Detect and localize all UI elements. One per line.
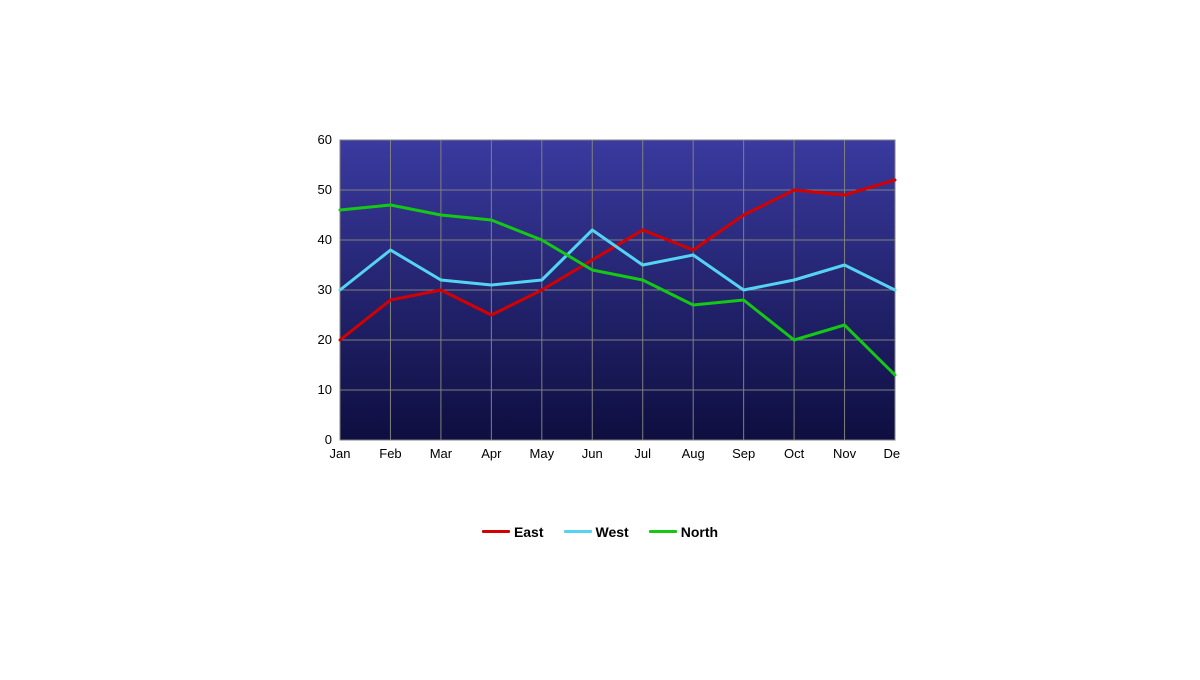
- x-tick-label: Feb: [379, 446, 401, 461]
- chart-svg: 0 10 20 30 40 50 60 Jan Feb Mar Apr May Jun Jul Aug Sep…: [300, 130, 900, 510]
- y-tick-label: 50: [318, 182, 332, 197]
- x-tick-label: Jan: [330, 446, 351, 461]
- x-tick-label: May: [530, 446, 555, 461]
- y-tick-label: 30: [318, 282, 332, 297]
- x-tick-label: Aug: [682, 446, 705, 461]
- legend-swatch: [482, 530, 510, 533]
- legend-item-east: East: [482, 524, 544, 540]
- y-tick-label: 40: [318, 232, 332, 247]
- x-tick-label: Nov: [833, 446, 857, 461]
- legend: East West North: [300, 520, 900, 540]
- x-tick-label: Jul: [634, 446, 651, 461]
- x-tick-label: Apr: [481, 446, 502, 461]
- legend-item-north: North: [649, 524, 718, 540]
- y-tick-label: 10: [318, 382, 332, 397]
- x-tick-label: Sep: [732, 446, 755, 461]
- legend-swatch: [564, 530, 592, 533]
- x-tick-label: Dec: [883, 446, 900, 461]
- x-tick-label: Jun: [582, 446, 603, 461]
- legend-label: West: [596, 524, 629, 540]
- x-tick-label: Oct: [784, 446, 805, 461]
- y-tick-label: 20: [318, 332, 332, 347]
- legend-label: North: [681, 524, 718, 540]
- y-tick-label: 0: [325, 432, 332, 447]
- y-tick-label: 60: [318, 132, 332, 147]
- legend-swatch: [649, 530, 677, 533]
- line-chart: 0 10 20 30 40 50 60 Jan Feb Mar Apr May Jun Jul Aug Sep…: [300, 130, 900, 510]
- legend-item-west: West: [564, 524, 629, 540]
- legend-label: East: [514, 524, 544, 540]
- x-tick-label: Mar: [430, 446, 453, 461]
